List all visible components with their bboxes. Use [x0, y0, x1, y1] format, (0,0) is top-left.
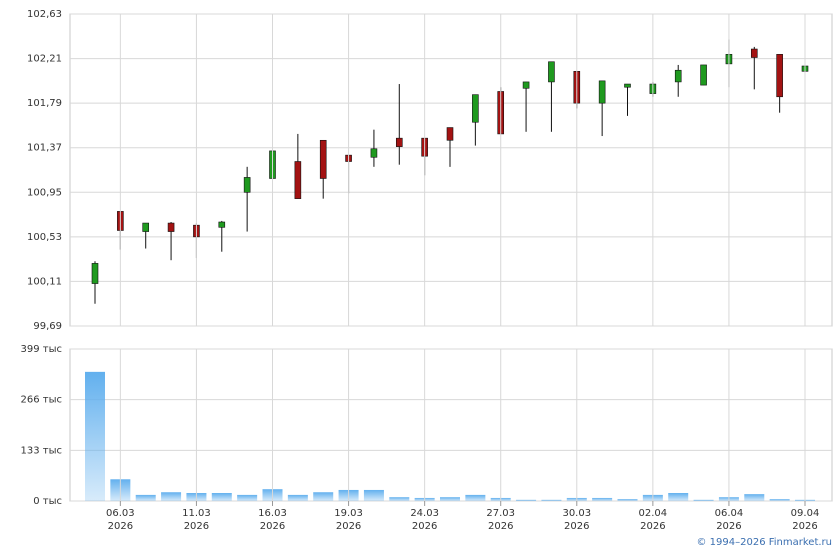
candle-body: [598, 80, 606, 104]
volume-bar: [389, 497, 410, 501]
x-tick-year: 2026: [640, 521, 665, 532]
candle-body: [91, 263, 99, 284]
volume-bar: [363, 489, 384, 501]
x-tick-label: 11.03: [182, 508, 211, 519]
volume-bar: [135, 494, 156, 501]
volume-bar: [85, 371, 105, 501]
y-tick-label: 399 тыс: [21, 344, 62, 355]
volume-bar: [313, 492, 334, 501]
candle-body: [167, 222, 175, 232]
candle-body: [319, 139, 327, 179]
x-tick-label: 19.03: [334, 508, 363, 519]
candle-body: [750, 48, 758, 58]
y-tick-label: 266 тыс: [21, 395, 62, 406]
y-tick-label: 101,79: [27, 98, 62, 109]
y-tick-label: 0 тыс: [33, 496, 62, 507]
y-tick-label: 100,95: [27, 187, 62, 198]
candle-body: [472, 94, 479, 123]
candle-body: [142, 222, 150, 232]
volume-bar: [541, 499, 562, 501]
y-tick-label: 102,21: [27, 54, 62, 65]
x-tick-year: 2026: [716, 521, 741, 532]
candle-body: [218, 221, 226, 228]
candle-body: [776, 54, 783, 98]
x-tick-year: 2026: [488, 521, 513, 532]
candle-body: [674, 69, 682, 83]
volume-bar: [237, 494, 258, 501]
y-tick-label: 99,69: [33, 321, 62, 332]
x-tick-year: 2026: [412, 521, 437, 532]
x-tick-label: 27.03: [486, 508, 515, 519]
candle-body: [294, 161, 302, 199]
volume-bar: [211, 493, 232, 501]
x-tick-year: 2026: [108, 521, 133, 532]
candle-body: [700, 64, 707, 86]
x-tick-label: 16.03: [258, 508, 287, 519]
volume-bar: [693, 499, 714, 501]
x-tick-year: 2026: [564, 521, 589, 532]
x-tick-label: 02.04: [639, 508, 668, 519]
volume-bar: [465, 494, 486, 501]
volume-bar: [287, 494, 308, 501]
x-tick-year: 2026: [184, 521, 209, 532]
volume-bar: [161, 492, 182, 501]
volume-bar: [769, 499, 790, 501]
candle-body: [395, 137, 403, 147]
plot-frame: [69, 348, 833, 502]
volume-bar: [744, 494, 765, 501]
volume-bar: [440, 497, 460, 501]
y-tick-label: 102,63: [27, 9, 62, 20]
candle-body: [446, 127, 454, 141]
x-tick-label: 09.04: [791, 508, 820, 519]
y-tick-label: 100,53: [27, 232, 62, 243]
volume-bar: [516, 499, 537, 501]
candle-body: [548, 61, 555, 83]
candle-body: [243, 177, 251, 193]
y-tick-label: 101,37: [27, 143, 62, 154]
x-tick-label: 30.03: [562, 508, 591, 519]
y-tick-label: 133 тыс: [21, 445, 62, 456]
x-tick-label: 24.03: [410, 508, 439, 519]
y-tick-label: 100,11: [27, 276, 62, 287]
copyright: © 1994–2026 Finmarket.ru: [696, 537, 832, 548]
x-tick-year: 2026: [260, 521, 285, 532]
x-tick-label: 06.04: [715, 508, 744, 519]
candle-body: [370, 148, 378, 158]
candle-body: [624, 83, 631, 88]
x-tick-year: 2026: [792, 521, 817, 532]
volume-bar: [592, 497, 613, 501]
x-tick-year: 2026: [336, 521, 361, 532]
x-tick-label: 06.03: [106, 508, 135, 519]
plot-frame: [69, 13, 833, 327]
volume-bar: [668, 493, 689, 501]
candle-body: [522, 81, 530, 89]
volume-bar: [617, 499, 638, 501]
